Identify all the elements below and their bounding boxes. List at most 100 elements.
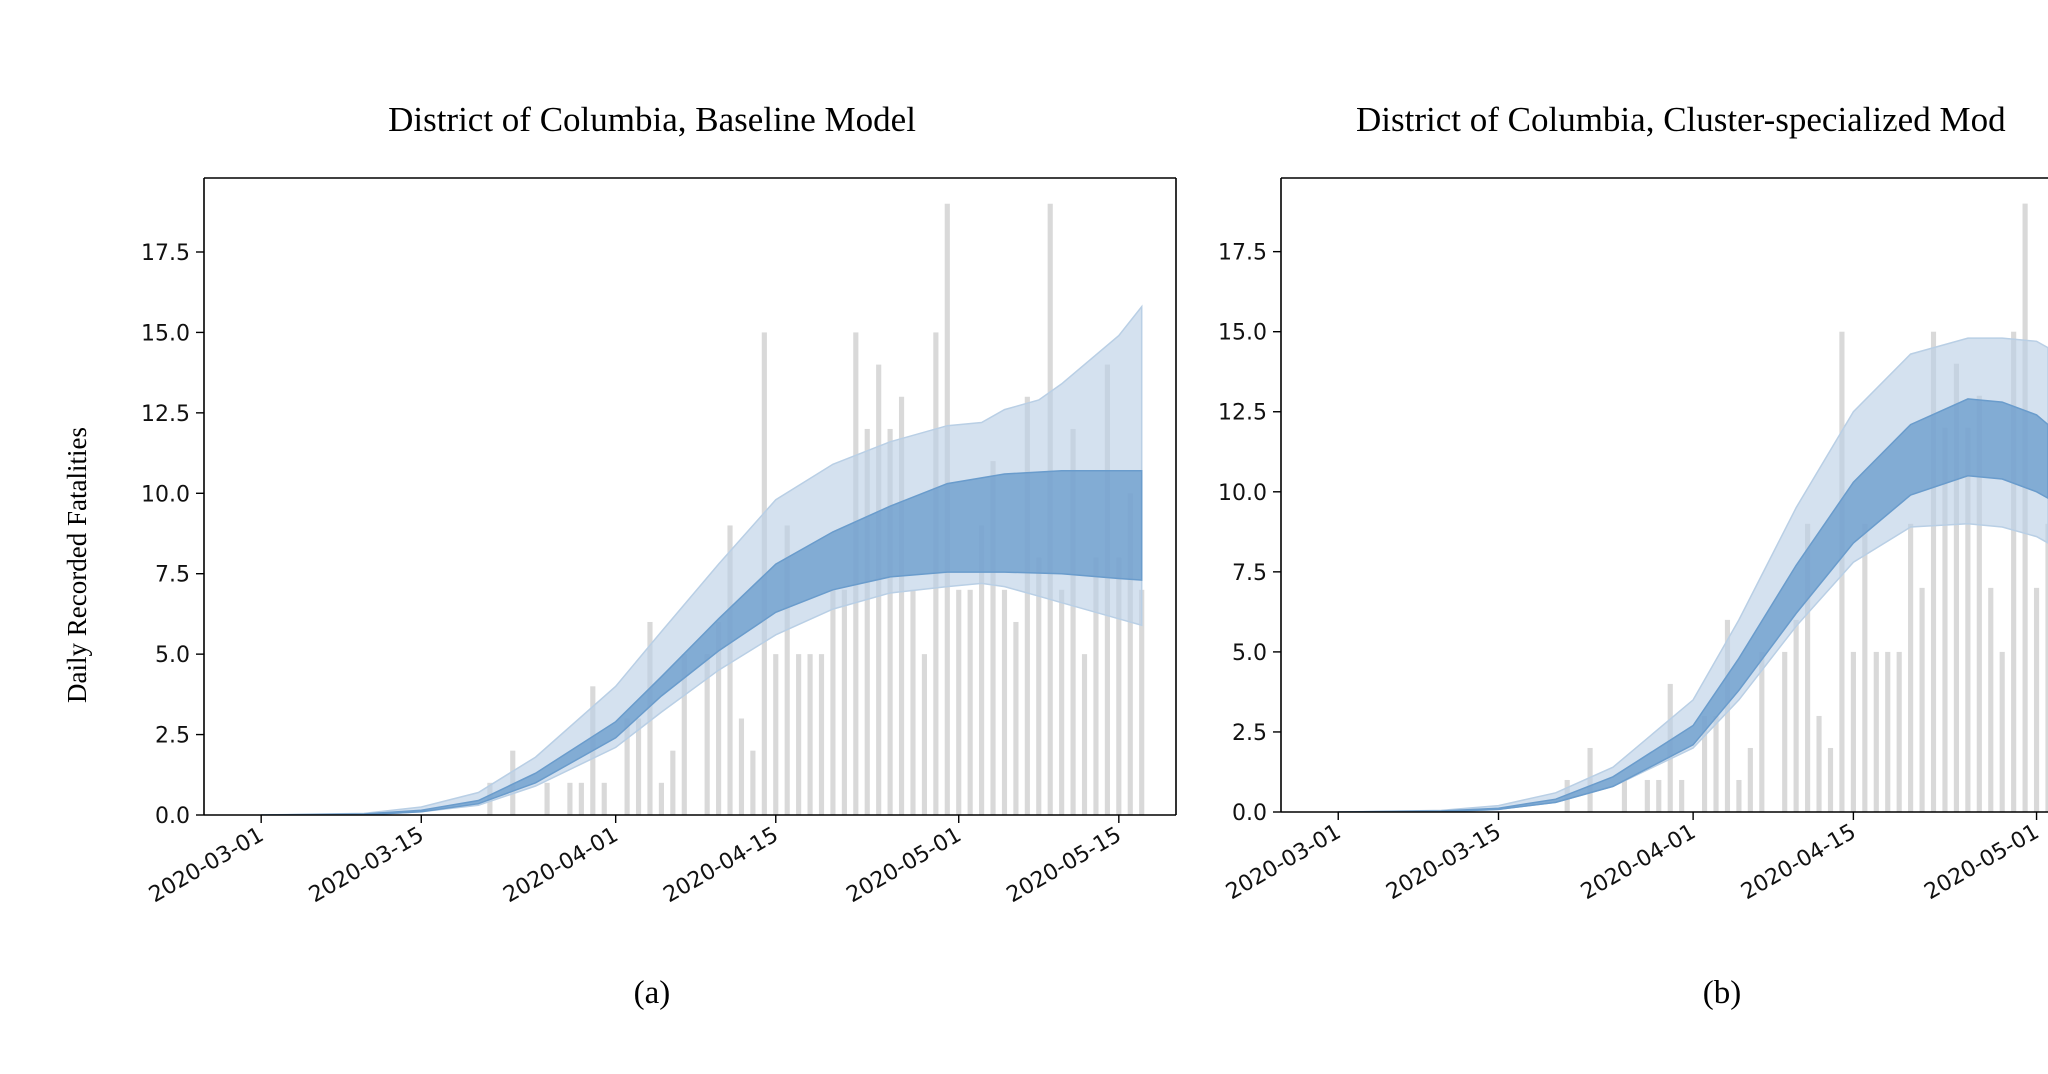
- panel-b-bar: [1713, 715, 1719, 812]
- panel-b-x-tick-label: 2020-05-01: [1920, 820, 2043, 906]
- panel-b-x-tick-label: 2020-03-01: [1222, 820, 1345, 906]
- panel-a-bar: [864, 428, 870, 815]
- panel-a-y-tick-label: 10.0: [141, 482, 190, 507]
- panel-a-y-tick-label: 12.5: [141, 402, 190, 427]
- panel-b-x-tick-label: 2020-03-15: [1382, 820, 1505, 906]
- panel-b-y-tick-label: 0.0: [1232, 801, 1267, 826]
- panel-b-x-tick-label: 2020-04-01: [1577, 820, 1700, 906]
- panel-a-bar: [544, 782, 550, 815]
- panel-b-bar: [1621, 779, 1628, 812]
- panel-b-bar: [1816, 715, 1822, 812]
- panel-a-y-tick-label: 2.5: [155, 724, 190, 749]
- panel-a-bar: [1024, 396, 1030, 815]
- panel-a-band-outer: [261, 304, 1143, 815]
- panel-a-bar: [830, 589, 836, 815]
- panel-a-bar: [841, 589, 847, 815]
- panel-b-plot-area: [1338, 203, 2048, 812]
- panel-b-y-tick-label: 5.0: [1232, 641, 1267, 666]
- panel-a-bar: [727, 525, 733, 815]
- panel-a-bar: [921, 654, 927, 815]
- panel-b-bar: [1805, 523, 1811, 812]
- panel-b-bar: [1873, 651, 1879, 812]
- panel-a-bar: [807, 654, 813, 815]
- panel-b-y-tick-label: 2.5: [1232, 721, 1267, 746]
- panel-a-x-tick-label: 2020-05-15: [1003, 823, 1126, 909]
- panel-b-bar: [1679, 779, 1685, 812]
- panel-a-bar: [784, 525, 790, 815]
- panel-b-band-inner: [1338, 398, 2048, 812]
- panel-b-y-tick-label: 17.5: [1218, 241, 1267, 266]
- panel-a-bar: [1093, 557, 1099, 815]
- panel-b-bar: [1747, 747, 1753, 812]
- panel-a-bar: [681, 654, 687, 815]
- panel-a-bar: [773, 654, 779, 815]
- panel-a-x-tick-label: 2020-05-01: [842, 823, 965, 909]
- y-axis-label: Daily Recorded Fatalities: [62, 427, 92, 703]
- panel-a-bar: [1059, 589, 1065, 815]
- panel-b-y-tick-label: 12.5: [1218, 401, 1267, 426]
- panel-b-band-outer: [1338, 337, 2048, 812]
- panel-a-bar: [1036, 557, 1042, 815]
- panel-a-bar: [658, 782, 664, 815]
- panel-a-bar: [601, 782, 607, 815]
- panel-b-bar: [1976, 395, 1982, 812]
- panel-a-band-inner: [261, 470, 1143, 815]
- panel-a-bar: [635, 718, 642, 815]
- panel-b-bar: [1999, 651, 2005, 812]
- panel-a: 0.0 2.5 5.0 7.5 10.0 12.5 15.0 17.5 2020-03-01 20…: [141, 177, 1177, 909]
- panel-b-bar: [1862, 523, 1868, 812]
- panel-a-y-tick-label: 0.0: [155, 804, 190, 829]
- panel-a-bar: [578, 782, 584, 815]
- panel-b-bar: [1793, 619, 1799, 812]
- panel-b-bar: [1701, 715, 1708, 812]
- panel-a-bar: [670, 750, 676, 815]
- panel-b-bar: [2033, 587, 2040, 812]
- panel-a-bar: [750, 750, 756, 815]
- panel-a-y-tick-label: 15.0: [141, 321, 190, 346]
- panel-a-caption: (a): [634, 975, 671, 1011]
- panel-b-bar: [1850, 651, 1856, 812]
- panel-b-bar: [1965, 427, 1971, 812]
- panel-b: 0.0 2.5 5.0 7.5 10.0 12.5 15.0 17.5 2020-03-01 20…: [1218, 177, 2048, 906]
- panel-b-bar: [1656, 779, 1662, 812]
- panel-a-bar: [1116, 557, 1122, 815]
- panel-b-bar: [1644, 779, 1650, 812]
- panel-b-title: District of Columbia, Cluster-specialize…: [1356, 100, 2006, 139]
- panel-b-bar: [1782, 651, 1788, 812]
- panel-a-x-tick-label: 2020-03-01: [145, 823, 268, 909]
- panel-a-x-tick-label: 2020-03-15: [305, 823, 428, 909]
- panel-a-y-tick-label: 5.0: [155, 643, 190, 668]
- panel-a-bar: [1001, 589, 1008, 815]
- panel-a-bar: [898, 396, 905, 815]
- panel-b-bar: [1919, 587, 1925, 812]
- panel-b-bar: [1908, 523, 1914, 812]
- panel-a-bar: [738, 718, 745, 815]
- panel-b-bar: [1724, 619, 1731, 812]
- panel-b-bar: [1827, 747, 1834, 812]
- panel-a-bar: [1070, 428, 1076, 815]
- panel-b-bar: [1988, 587, 1994, 812]
- panel-a-bar: [704, 654, 710, 815]
- panel-a-x-tick-label: 2020-04-15: [660, 823, 783, 909]
- panel-b-bar: [1736, 779, 1742, 812]
- panel-b-bar: [1885, 651, 1891, 812]
- panel-a-x-tick-label: 2020-04-01: [499, 823, 622, 909]
- panel-a-bar: [716, 621, 722, 815]
- panel-b-y-tick-label: 10.0: [1218, 481, 1267, 506]
- panel-a-title: District of Columbia, Baseline Model: [388, 100, 916, 139]
- panel-a-bar: [979, 525, 985, 815]
- panel-a-bar: [567, 782, 573, 815]
- panel-a-y-tick-label: 7.5: [155, 563, 190, 588]
- panel-b-caption: (b): [1703, 975, 1741, 1011]
- panel-b-bar: [1896, 651, 1902, 812]
- panel-b-y-tick-label: 7.5: [1232, 561, 1267, 586]
- panel-a-bar: [1139, 589, 1145, 815]
- panel-b-x-tick-label: 2020-04-15: [1737, 820, 1860, 906]
- panel-a-bar: [1013, 621, 1019, 815]
- panel-a-bar: [624, 718, 630, 815]
- panel-b-bar: [1942, 427, 1948, 812]
- panel-a-bar: [796, 654, 802, 815]
- panel-a-bar: [1127, 493, 1133, 815]
- panel-b-bar: [2011, 331, 2017, 812]
